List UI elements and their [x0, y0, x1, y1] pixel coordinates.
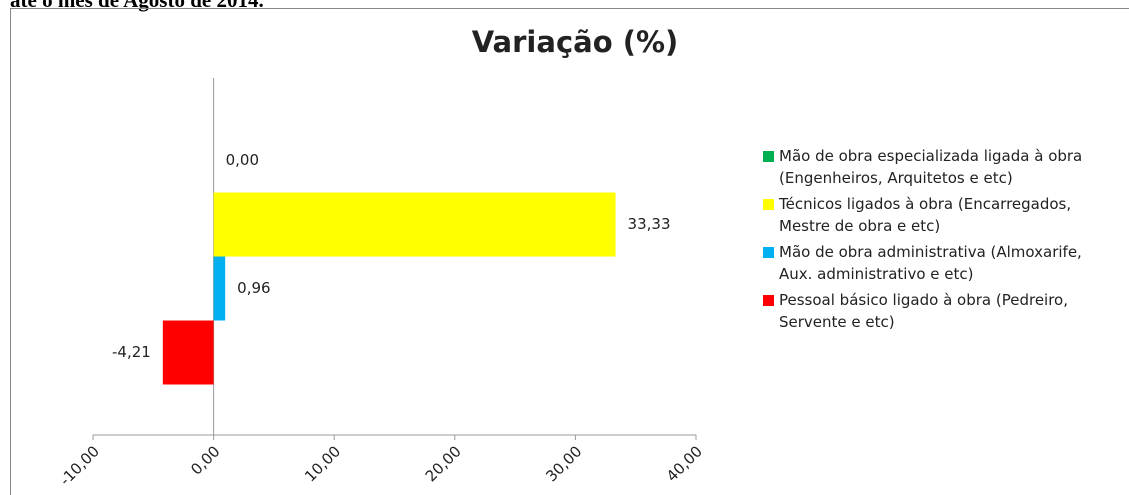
x-tick-label: 30,00	[542, 442, 585, 485]
x-tick-label: 40,00	[663, 442, 706, 485]
data-label: 33,33	[628, 215, 671, 233]
legend-swatch	[763, 151, 774, 162]
x-tick-label: -10,00	[56, 442, 103, 489]
legend: Mão de obra especializada ligada à obra …	[763, 145, 1113, 337]
legend-item: Mão de obra especializada ligada à obra …	[763, 145, 1113, 189]
bar	[213, 192, 616, 257]
data-label: -4,21	[112, 343, 151, 361]
x-tick-label: 20,00	[422, 442, 465, 485]
legend-label: Pessoal básico ligado à obra (Pedreiro, …	[779, 291, 1068, 331]
legend-swatch	[763, 295, 774, 306]
legend-label: Mão de obra especializada ligada à obra …	[779, 147, 1083, 187]
data-label: 0,96	[237, 279, 270, 297]
legend-item: Mão de obra administrativa (Almoxarife, …	[763, 241, 1113, 285]
x-tick-label: 0,00	[187, 442, 223, 478]
bar	[162, 320, 214, 385]
legend-label: Mão de obra administrativa (Almoxarife, …	[779, 243, 1082, 283]
bar	[213, 256, 226, 321]
x-tick-label: 10,00	[301, 442, 344, 485]
data-label: 0,00	[226, 151, 259, 169]
chart-title: Variação (%)	[472, 25, 679, 59]
chart-border	[10, 8, 1129, 495]
legend-swatch	[763, 247, 774, 258]
legend-label: Técnicos ligados à obra (Encarregados, M…	[779, 195, 1072, 235]
legend-item: Técnicos ligados à obra (Encarregados, M…	[763, 193, 1113, 237]
legend-swatch	[763, 199, 774, 210]
legend-item: Pessoal básico ligado à obra (Pedreiro, …	[763, 289, 1113, 333]
